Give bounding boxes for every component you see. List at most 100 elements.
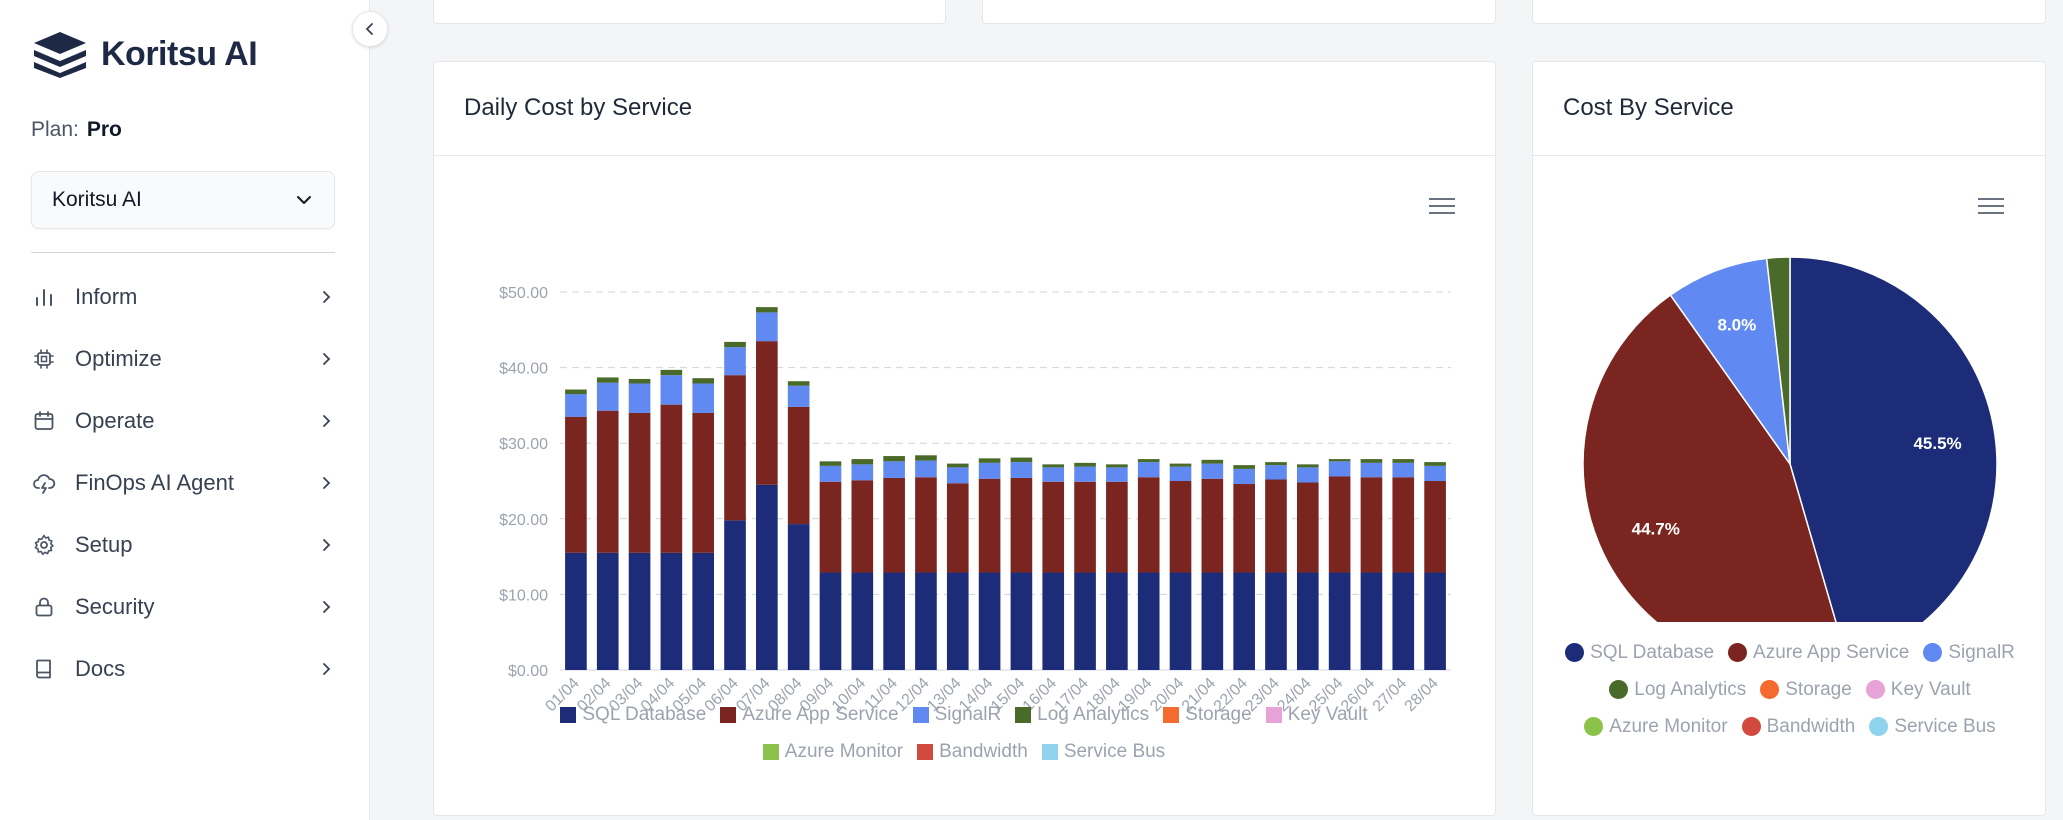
bar-segment-log-analytics[interactable] [1296,464,1319,468]
bar-segment-sql-database[interactable] [724,520,746,670]
legend-item-signalr[interactable]: SignalR [1923,634,2015,671]
legend-item-storage[interactable]: Storage [1163,696,1252,733]
bar-segment-signalr[interactable] [596,382,619,411]
bar-segment-signalr[interactable] [1392,462,1415,478]
bar-segment-sql-database[interactable] [692,552,715,670]
bar-segment-signalr[interactable] [756,312,778,342]
bar-segment-signalr[interactable] [946,467,969,484]
bar-segment-azure-app-service[interactable] [883,477,905,573]
bar-segment-azure-app-service[interactable] [1074,481,1096,573]
bar-segment-log-analytics[interactable] [1233,465,1255,469]
bar-segment-log-analytics[interactable] [565,389,587,395]
chart-menu-icon[interactable] [1978,198,2004,218]
legend-item-log-analytics[interactable]: Log Analytics [1609,671,1746,708]
bar-segment-sql-database[interactable] [915,572,937,670]
bar-segment-signalr[interactable] [851,464,874,481]
collapse-sidebar-button[interactable] [352,11,388,47]
bar-segment-signalr[interactable] [1201,463,1224,479]
bar-segment-log-analytics[interactable] [1392,459,1415,463]
bar-segment-azure-app-service[interactable] [1106,481,1128,573]
bar-segment-signalr[interactable] [692,383,715,413]
bar-segment-log-analytics[interactable] [724,341,746,348]
bar-segment-signalr[interactable] [1360,462,1383,478]
bar-segment-log-analytics[interactable] [756,307,778,313]
bar-segment-azure-app-service[interactable] [692,412,715,553]
pie-slice-signalr[interactable] [1669,257,1791,465]
bar-segment-signalr[interactable] [883,461,905,478]
bar-segment-sql-database[interactable] [1360,572,1383,670]
bar-segment-sql-database[interactable] [660,552,683,670]
sidebar-item-setup[interactable]: Setup [31,514,336,576]
bar-segment-log-analytics[interactable] [1360,459,1383,463]
bar-segment-azure-app-service[interactable] [851,480,874,573]
bar-segment-signalr[interactable] [978,462,1001,479]
bar-segment-signalr[interactable] [1106,467,1128,482]
bar-segment-sql-database[interactable] [1328,572,1351,670]
bar-segment-sql-database[interactable] [1424,572,1446,670]
bar-segment-sql-database[interactable] [628,552,651,670]
bar-segment-signalr[interactable] [628,383,651,413]
bar-segment-sql-database[interactable] [1106,572,1128,670]
brand-logo[interactable]: Koritsu AI [31,30,258,78]
chart-menu-icon[interactable] [1429,198,1455,218]
sidebar-item-operate[interactable]: Operate [31,390,336,452]
bar-segment-log-analytics[interactable] [1137,459,1160,463]
bar-segment-azure-app-service[interactable] [1137,477,1160,573]
bar-segment-azure-app-service[interactable] [1392,477,1415,573]
sidebar-item-inform[interactable]: Inform [31,266,336,328]
bar-segment-azure-app-service[interactable] [1360,477,1383,573]
bar-segment-log-analytics[interactable] [1010,457,1033,463]
bar-segment-sql-database[interactable] [978,572,1001,670]
pie-slice-sql-database[interactable] [1789,256,1998,622]
bar-segment-azure-app-service[interactable] [1201,478,1224,573]
legend-item-azure-monitor[interactable]: Azure Monitor [762,733,903,770]
legend-item-bandwidth[interactable]: Bandwidth [917,733,1028,770]
bar-segment-log-analytics[interactable] [1042,464,1065,468]
legend-item-log-analytics[interactable]: Log Analytics [1015,696,1149,733]
bar-segment-signalr[interactable] [1042,467,1065,482]
legend-item-sql-database[interactable]: SQL Database [560,696,706,733]
bar-segment-log-analytics[interactable] [660,369,683,376]
sidebar-item-optimize[interactable]: Optimize [31,328,336,390]
legend-item-storage[interactable]: Storage [1760,671,1852,708]
legend-item-bandwidth[interactable]: Bandwidth [1741,708,1855,745]
bar-segment-signalr[interactable] [1010,462,1033,478]
bar-segment-log-analytics[interactable] [692,378,715,384]
organization-select[interactable]: Koritsu AI [31,171,335,229]
bar-segment-azure-app-service[interactable] [756,341,778,485]
bar-segment-sql-database[interactable] [1010,572,1033,670]
bar-segment-sql-database[interactable] [1265,572,1287,670]
bar-segment-sql-database[interactable] [1169,572,1192,670]
bar-segment-azure-app-service[interactable] [628,412,651,553]
bar-segment-signalr[interactable] [724,347,746,376]
bar-segment-sql-database[interactable] [1296,572,1319,670]
bar-segment-azure-app-service[interactable] [596,410,619,553]
bar-segment-sql-database[interactable] [851,572,874,670]
bar-segment-signalr[interactable] [1328,461,1351,477]
bar-segment-sql-database[interactable] [787,524,810,670]
bar-segment-log-analytics[interactable] [596,377,619,383]
bar-segment-azure-app-service[interactable] [660,404,683,553]
bar-segment-azure-app-service[interactable] [1424,481,1446,573]
legend-item-key-vault[interactable]: Key Vault [1265,696,1368,733]
bar-segment-log-analytics[interactable] [628,378,651,384]
bar-segment-sql-database[interactable] [756,484,778,670]
bar-segment-sql-database[interactable] [1392,572,1415,670]
bar-segment-log-analytics[interactable] [915,455,937,461]
bar-segment-azure-app-service[interactable] [724,375,746,521]
pie-slice-azure-app-service[interactable] [1582,293,1848,622]
bar-segment-log-analytics[interactable] [946,463,969,468]
bar-segment-signalr[interactable] [819,465,842,482]
bar-segment-azure-app-service[interactable] [946,483,969,573]
bar-segment-azure-app-service[interactable] [1042,481,1065,573]
bar-segment-azure-app-service[interactable] [819,481,842,573]
sidebar-item-docs[interactable]: Docs [31,638,336,700]
bar-segment-signalr[interactable] [1296,467,1319,483]
bar-segment-sql-database[interactable] [565,552,587,670]
bar-segment-azure-app-service[interactable] [1169,481,1192,573]
bar-segment-azure-app-service[interactable] [1233,484,1255,573]
bar-segment-sql-database[interactable] [1042,572,1065,670]
bar-segment-sql-database[interactable] [596,552,619,670]
bar-segment-azure-app-service[interactable] [1328,476,1351,573]
bar-segment-signalr[interactable] [565,394,587,417]
